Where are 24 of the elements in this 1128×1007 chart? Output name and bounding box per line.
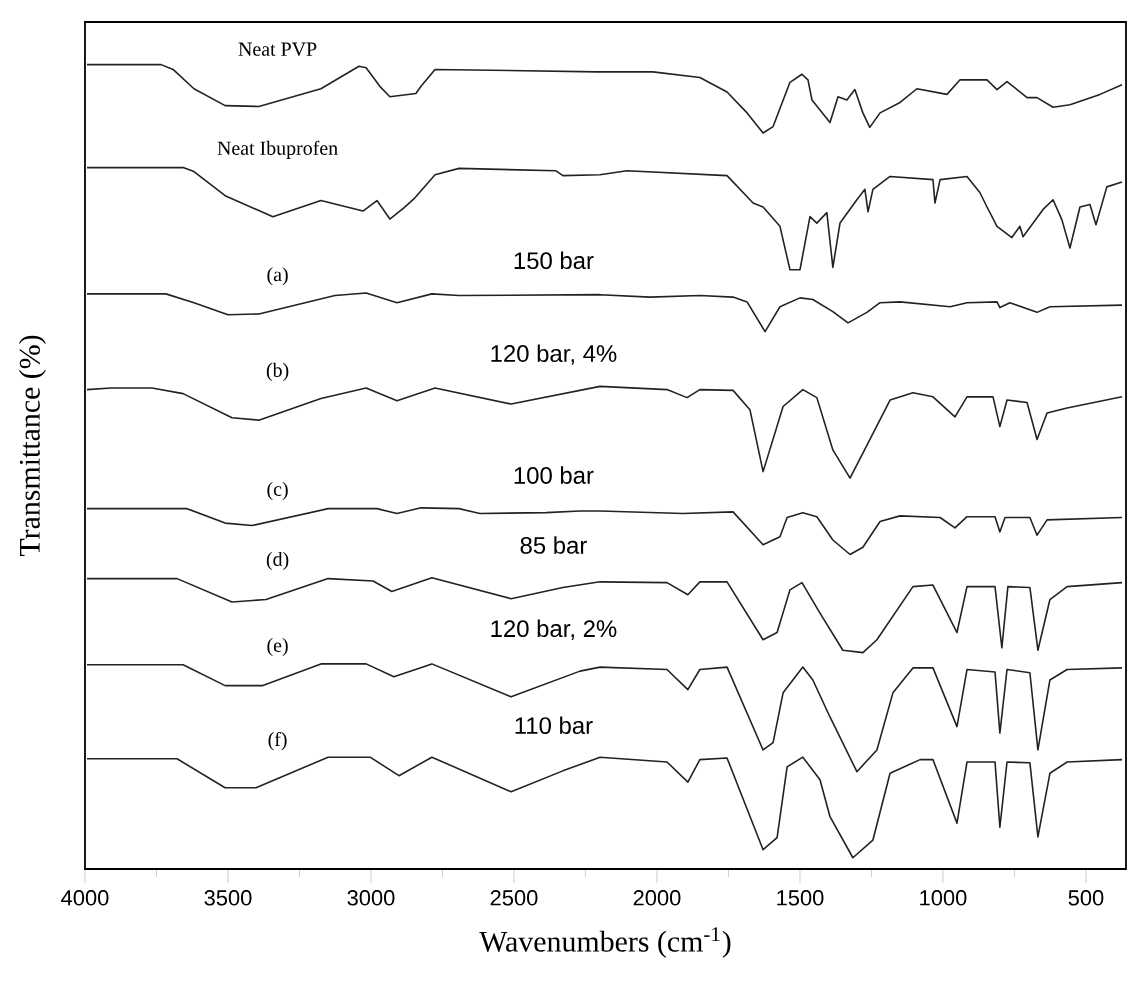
annotation: 150 bar xyxy=(514,251,594,270)
series-label: (d) xyxy=(266,551,289,570)
series-label: (b) xyxy=(266,362,289,381)
x-tick-label: 3000 xyxy=(347,890,395,906)
x-axis-title: Wavenumbers (cm$^{-1}$) xyxy=(479,927,731,958)
y-axis-title: Transmittance (%) xyxy=(18,335,46,557)
x-tick-label: 2500 xyxy=(490,890,538,906)
x-tick-label: 500 xyxy=(1068,890,1104,906)
x-tick-label: 4000 xyxy=(61,890,109,906)
series-label: (a) xyxy=(267,267,288,286)
series-label: (c) xyxy=(267,481,288,500)
annotation: 85 bar xyxy=(520,536,587,554)
series-label: Neat Ibuprofen xyxy=(217,140,338,159)
series-label: (e) xyxy=(267,637,288,657)
x-tick-label: 2000 xyxy=(633,890,681,906)
annotation: 110 bar xyxy=(515,716,593,735)
x-tick-label: 3500 xyxy=(204,890,252,906)
annotation: 120 bar, 4% xyxy=(491,344,617,365)
x-tick-label: 1500 xyxy=(777,890,824,906)
series-label: Neat PVP xyxy=(238,42,317,56)
annotation: 120 bar, 2% xyxy=(491,619,617,640)
series-label: (f) xyxy=(268,731,287,751)
x-tick-label: 1000 xyxy=(920,890,967,906)
annotation: 100 bar xyxy=(514,466,594,484)
